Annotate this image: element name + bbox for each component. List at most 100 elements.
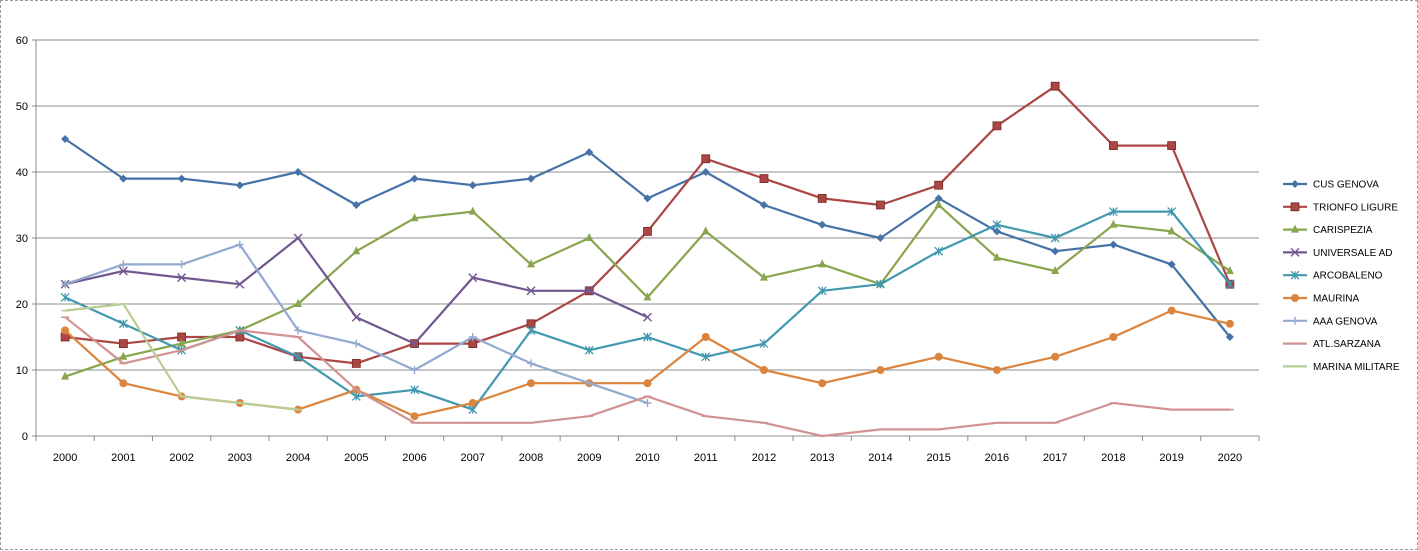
data-point-carispezia [1225,266,1234,274]
data-point-arcobaleno [1225,279,1235,289]
data-point-arcobaleno [817,286,827,296]
x-tick-label: 2000 [53,452,77,464]
data-point-maurina [701,333,710,341]
data-point-aaa-genova [410,366,419,374]
series-cus-genova [61,135,1234,341]
data-point-aaa-genova [585,379,594,388]
x-tick-label: 2009 [577,452,601,464]
legend-marker [1291,316,1299,325]
x-tick-label: 2016 [985,452,1009,464]
legend-item-maurina: MAURINA [1283,294,1359,305]
data-point-maurina [1109,333,1118,341]
legend: CUS GENOVA TRIONFO LIGURE CARISPEZIA UNIVER… [1283,180,1400,373]
data-point-cus-genova [1167,260,1176,269]
data-point-arcobaleno [1050,233,1060,243]
series-atl-sarzana [61,316,1234,438]
legend-marker [1290,247,1300,257]
legend-label: ATL.SARZANA [1313,339,1381,350]
legend-item-arcobaleno: ARCOBALENO [1283,271,1383,282]
data-point-trionfo-ligure [934,180,944,190]
data-point-arcobaleno [1108,207,1118,217]
y-tick-label: 10 [16,365,28,377]
data-point-carispezia [294,299,303,307]
legend-label: UNIVERSALE AD [1313,248,1392,259]
data-point-carispezia [1109,219,1118,228]
legend-item-marina-militare: MARINA MILITARE [1283,362,1400,373]
data-point-maurina [1167,306,1176,315]
legend-label: AAA GENOVA [1313,316,1378,327]
legend-marker [1290,270,1300,280]
series-trionfo-ligure [60,81,1235,368]
data-point-cus-genova [119,174,128,183]
x-tick-label: 2010 [635,452,659,464]
y-tick-label: 50 [16,101,28,113]
legend-item-trionfo-ligure: TRIONFO LIGURE [1283,202,1398,213]
x-tick-label: 2008 [519,452,543,464]
data-point-cus-genova [643,194,652,203]
data-point-maurina [818,379,827,388]
y-tick-label: 20 [16,299,28,311]
data-point-maurina [1225,319,1234,328]
data-point-universale-ad [410,339,420,349]
data-point-maurina [759,366,768,374]
data-point-cus-genova [818,220,827,229]
data-point-cus-genova [1109,240,1118,249]
x-tick-label: 2018 [1101,452,1125,464]
data-point-carispezia [701,226,710,235]
data-point-carispezia [643,292,652,301]
gridlines [36,39,1259,371]
data-point-carispezia [992,252,1001,261]
data-point-trionfo-ligure [876,200,885,210]
data-point-universale-ad [235,279,245,289]
data-point-maurina [643,379,652,388]
series-universale-ad [60,233,652,349]
data-point-cus-genova [177,174,186,183]
x-tick-label: 2013 [810,452,834,464]
data-point-maurina [934,352,943,361]
data-point-universale-ad [468,273,478,283]
series-line-trionfo-ligure [64,85,1231,365]
x-tick-label: 2012 [752,452,776,464]
data-point-arcobaleno [643,332,652,342]
data-point-trionfo-ligure [817,193,827,203]
data-point-arcobaleno [759,339,769,349]
data-point-universale-ad [526,286,536,296]
data-point-carispezia [468,206,477,215]
data-point-trionfo-ligure [1109,141,1118,151]
data-point-universale-ad [293,233,303,243]
data-point-aaa-genova [468,333,477,341]
data-point-maurina [468,399,477,407]
data-point-maurina [410,412,419,421]
data-point-maurina [876,366,885,374]
x-tick-label: 2019 [1159,452,1183,464]
x-tick-label: 2007 [461,452,485,464]
series-aaa-genova [61,240,652,407]
data-point-maurina [61,326,70,335]
series-marina-militare [61,302,303,411]
data-point-arcobaleno [992,220,1002,230]
data-point-maurina [1051,352,1060,361]
data-point-cus-genova [468,181,477,190]
data-point-universale-ad [643,312,652,322]
data-point-aaa-genova [235,240,244,249]
data-point-cus-genova [876,234,885,242]
data-point-trionfo-ligure [643,226,652,236]
legend-item-universale-ad: UNIVERSALE AD [1283,248,1392,259]
data-point-aaa-genova [294,326,303,335]
x-tick-label: 2006 [402,452,426,464]
data-point-arcobaleno [584,345,594,355]
data-point-trionfo-ligure [992,121,1002,131]
data-point-cus-genova [1225,333,1234,341]
data-point-arcobaleno [526,325,536,335]
data-point-maurina [527,379,536,388]
data-point-cus-genova [934,194,943,203]
legend-item-atl-sarzana: ATL.SARZANA [1283,339,1381,350]
legend-marker [1290,202,1300,212]
data-point-trionfo-ligure [1050,81,1060,91]
x-tick-label: 2005 [344,452,368,464]
y-tick-label: 40 [16,167,28,179]
data-point-universale-ad [584,286,594,296]
series-line-aaa-genova [64,243,648,405]
data-point-cus-genova [294,168,303,176]
